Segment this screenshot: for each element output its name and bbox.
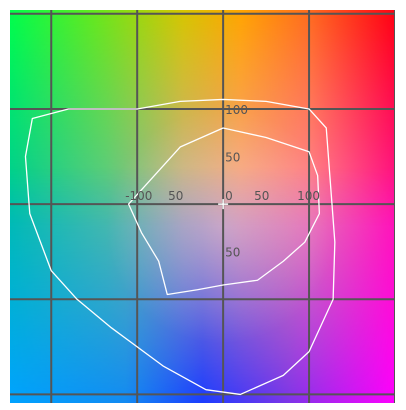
gamut-outline-inner xyxy=(127,127,321,296)
x-tick-label: 0 xyxy=(225,189,233,203)
chart-svg: -100 50 0 50 100 100 50 50 xyxy=(10,10,395,403)
color-field-glow xyxy=(10,10,395,403)
x-tick-label: -100 xyxy=(125,189,152,203)
x-tick-label: 50 xyxy=(254,189,269,203)
gamut-outline-outer xyxy=(24,98,336,396)
x-tick-label: 50 xyxy=(168,189,183,203)
y-tick-label: 50 xyxy=(225,246,240,260)
tick-labels: -100 50 0 50 100 100 50 50 xyxy=(125,103,320,260)
grid-lines xyxy=(10,10,395,403)
origin-marker xyxy=(218,199,229,210)
color-gamut-plot: -100 50 0 50 100 100 50 50 xyxy=(10,10,395,403)
y-tick-label: 50 xyxy=(225,151,240,165)
gamut-outlines xyxy=(24,98,336,396)
x-tick-label: 100 xyxy=(297,189,320,203)
y-tick-label: 100 xyxy=(225,103,248,117)
